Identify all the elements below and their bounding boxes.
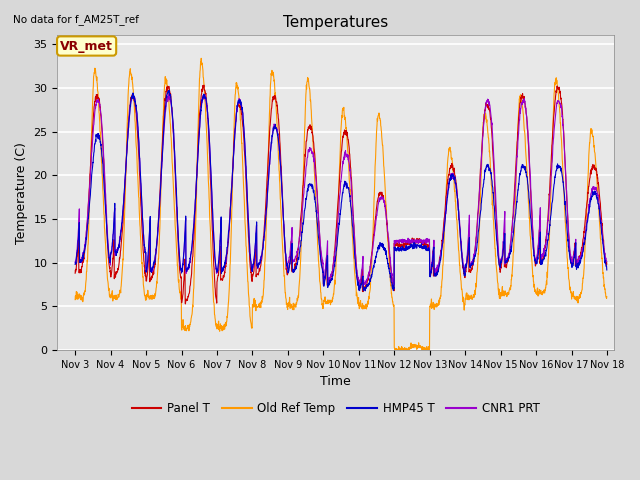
Y-axis label: Temperature (C): Temperature (C) xyxy=(15,142,28,244)
Old Ref Temp xyxy=(197,55,205,61)
Line: CNR1 PRT: CNR1 PRT xyxy=(75,95,607,287)
Panel T xyxy=(356,281,364,287)
Panel T xyxy=(200,82,208,88)
HMP45 T xyxy=(368,272,376,277)
Old Ref Temp xyxy=(391,348,399,353)
Old Ref Temp xyxy=(496,295,504,300)
CNR1 PRT xyxy=(355,284,363,289)
Panel T xyxy=(496,266,504,272)
HMP45 T xyxy=(165,87,173,93)
HMP45 T xyxy=(603,267,611,273)
HMP45 T xyxy=(71,262,79,267)
HMP45 T xyxy=(496,263,504,268)
Old Ref Temp xyxy=(220,326,227,332)
Panel T xyxy=(603,260,611,266)
HMP45 T xyxy=(356,285,364,291)
Line: Old Ref Temp: Old Ref Temp xyxy=(75,58,607,350)
CNR1 PRT xyxy=(556,100,564,106)
Panel T xyxy=(220,274,228,280)
Panel T xyxy=(571,240,579,246)
Old Ref Temp xyxy=(603,294,611,300)
HMP45 T xyxy=(571,246,579,252)
Old Ref Temp xyxy=(368,259,376,264)
Line: HMP45 T: HMP45 T xyxy=(75,90,607,291)
Panel T xyxy=(368,249,376,254)
HMP45 T xyxy=(556,165,564,171)
CNR1 PRT xyxy=(356,276,364,282)
Panel T xyxy=(556,89,564,95)
Legend: Panel T, Old Ref Temp, HMP45 T, CNR1 PRT: Panel T, Old Ref Temp, HMP45 T, CNR1 PRT xyxy=(127,397,545,420)
HMP45 T xyxy=(220,263,227,269)
CNR1 PRT xyxy=(496,263,504,268)
Old Ref Temp xyxy=(71,297,79,302)
Line: Panel T: Panel T xyxy=(75,85,607,304)
HMP45 T xyxy=(362,288,369,294)
CNR1 PRT xyxy=(164,92,172,97)
CNR1 PRT xyxy=(571,244,579,250)
Panel T xyxy=(182,301,189,307)
Text: VR_met: VR_met xyxy=(60,39,113,52)
Old Ref Temp xyxy=(356,300,364,306)
CNR1 PRT xyxy=(603,259,611,264)
Old Ref Temp xyxy=(571,294,579,300)
Panel T xyxy=(71,270,79,276)
Old Ref Temp xyxy=(556,120,564,126)
Text: No data for f_AM25T_ref: No data for f_AM25T_ref xyxy=(13,14,139,25)
X-axis label: Time: Time xyxy=(321,375,351,388)
Title: Temperatures: Temperatures xyxy=(283,15,388,30)
CNR1 PRT xyxy=(71,259,79,265)
CNR1 PRT xyxy=(368,251,376,257)
CNR1 PRT xyxy=(220,264,227,270)
